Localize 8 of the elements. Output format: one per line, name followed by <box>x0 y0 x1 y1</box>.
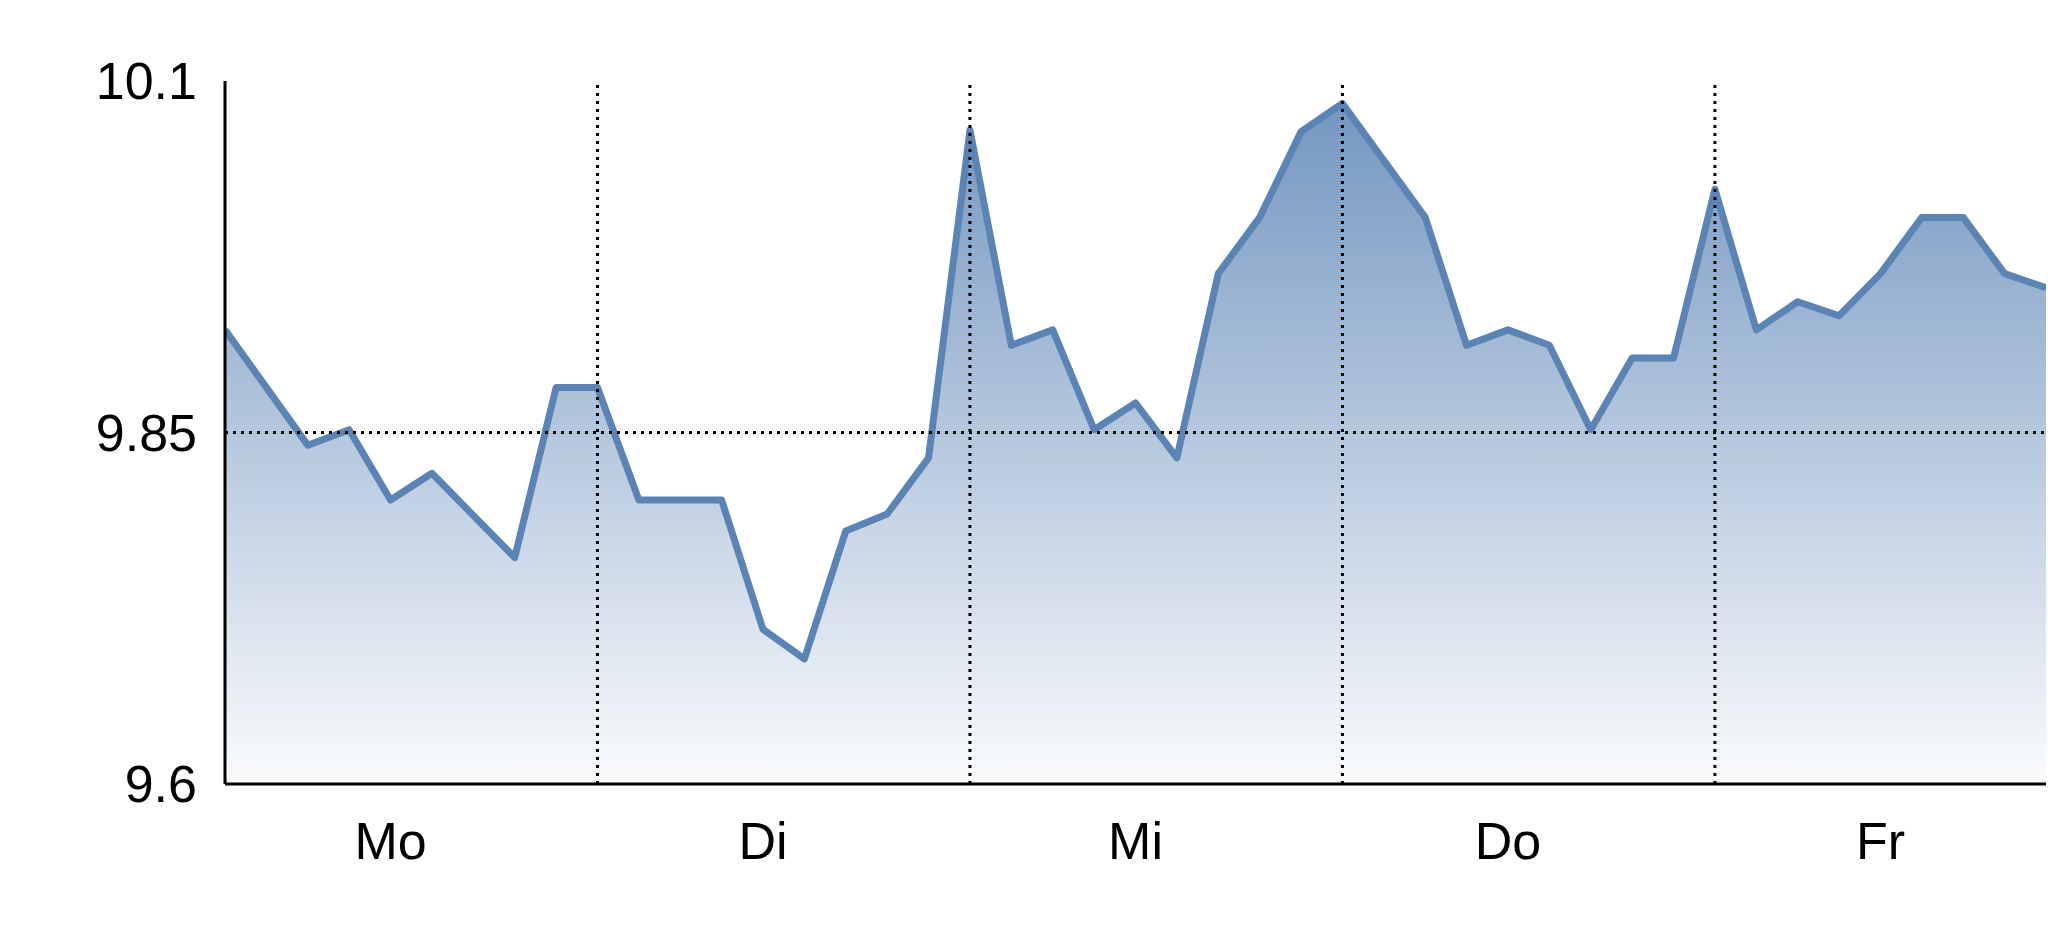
x-tick-label: Mo <box>354 811 427 870</box>
y-tick-label: 10.1 <box>95 52 197 111</box>
x-tick-label: Di <box>738 811 788 870</box>
x-tick-label: Fr <box>1855 811 1905 870</box>
y-tick-label: 9.6 <box>124 755 197 814</box>
x-tick-label: Mi <box>1108 811 1163 870</box>
x-tick-label: Do <box>1474 811 1542 870</box>
y-tick-label: 9.85 <box>95 403 197 462</box>
